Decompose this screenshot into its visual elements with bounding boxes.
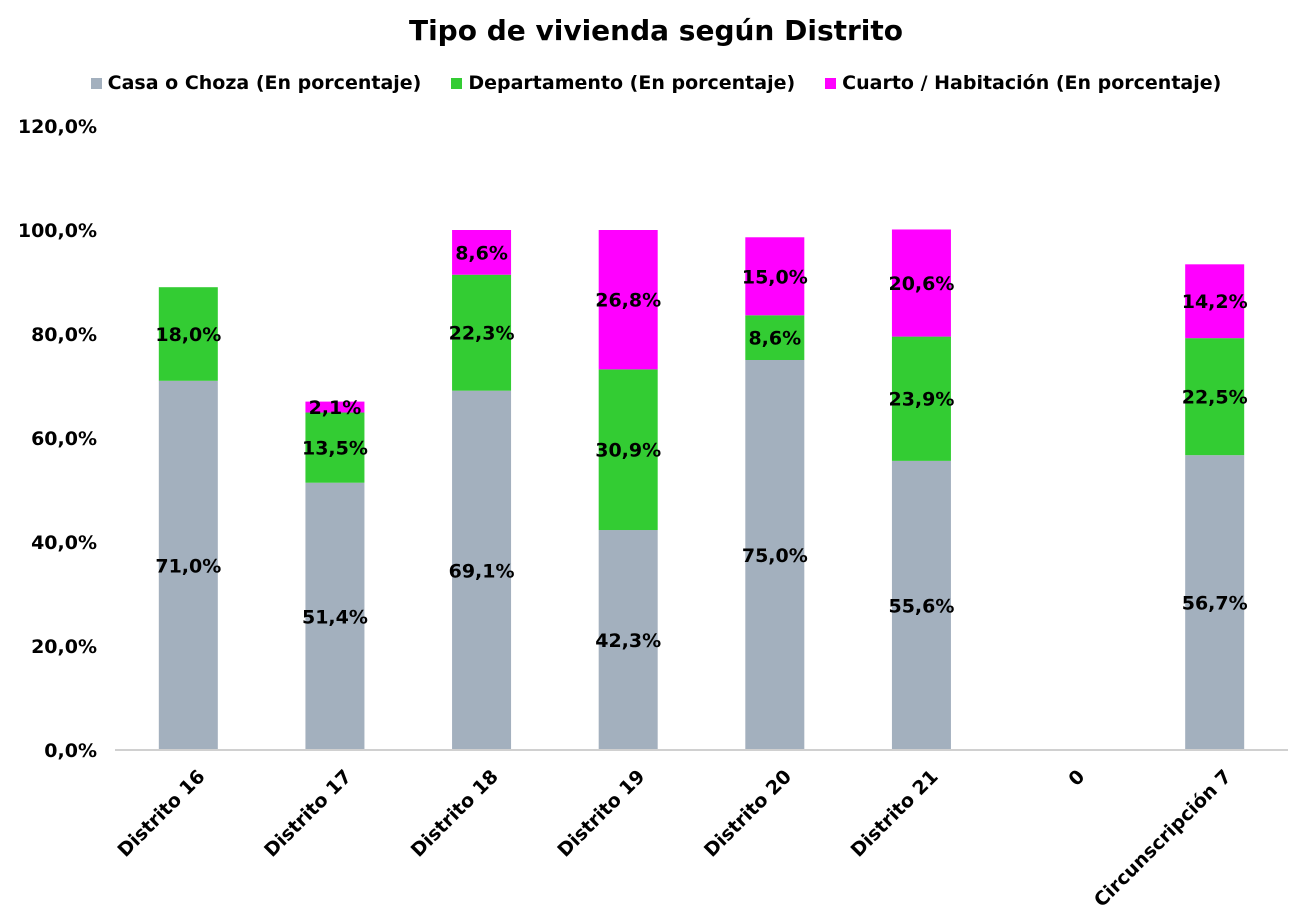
bar-segment (1185, 455, 1245, 750)
x-tick-label: Circunscripción 7 (1090, 766, 1236, 912)
x-tick-label: Distrito 19 (553, 766, 649, 862)
bar-segment (452, 390, 512, 750)
bar-segment (305, 412, 365, 483)
chart-title: Tipo de vivienda según Distrito (408, 14, 904, 47)
bar-segment (1185, 338, 1245, 456)
x-tick-label: 0 (1064, 766, 1089, 791)
data-label: 2,1% (309, 397, 362, 419)
data-label: 18,0% (155, 324, 221, 346)
bar-segment (158, 380, 218, 750)
bar-segment (891, 336, 951, 461)
data-label: 8,6% (455, 242, 508, 264)
bar-segment (745, 237, 805, 316)
data-label: 51,4% (302, 606, 368, 628)
x-tick-label: Distrito 16 (113, 766, 209, 862)
bar-segment (158, 287, 218, 381)
data-label: 22,5% (1182, 387, 1248, 409)
bar-segment (891, 229, 951, 337)
legend-swatch-cuarto (825, 77, 837, 89)
y-tick-label: 120,0% (18, 116, 97, 138)
data-label: 42,3% (595, 630, 661, 652)
x-tick-label: Distrito 21 (847, 766, 943, 862)
data-label: 55,6% (888, 595, 954, 617)
legend-item-departamento: Departamento (En porcentaje) (451, 72, 795, 94)
bar-segment (1185, 264, 1245, 339)
y-tick-label: 40,0% (31, 532, 97, 554)
bar-segment (452, 274, 512, 391)
data-label: 8,6% (748, 328, 801, 350)
legend-swatch-casa (90, 77, 102, 89)
data-label: 22,3% (449, 323, 515, 345)
x-tick-label: Distrito 18 (407, 766, 503, 862)
bar-segment (891, 460, 951, 750)
y-tick-label: 0,0% (44, 740, 97, 762)
data-label: 75,0% (742, 545, 808, 567)
bar-segment (745, 360, 805, 750)
data-label: 30,9% (595, 440, 661, 462)
legend-label-casa: Casa o Choza (En porcentaje) (107, 72, 422, 94)
data-label: 56,7% (1182, 593, 1248, 615)
data-label: 23,9% (888, 389, 954, 411)
data-label: 20,6% (888, 273, 954, 295)
legend-item-casa: Casa o Choza (En porcentaje) (90, 72, 422, 94)
bar-segment (598, 230, 658, 370)
legend-item-cuarto: Cuarto / Habitación (En porcentaje) (825, 72, 1221, 94)
legend-swatch-departamento (451, 77, 463, 89)
bar-segment (305, 401, 365, 413)
y-tick-label: 60,0% (31, 428, 97, 450)
data-label: 15,0% (742, 266, 808, 288)
bar-segment (598, 369, 658, 531)
y-tick-label: 100,0% (18, 220, 97, 242)
bar-segment (598, 530, 658, 750)
data-label: 14,2% (1182, 291, 1248, 313)
x-tick-label: Distrito 17 (260, 766, 356, 862)
bar-segment (305, 482, 365, 750)
x-tick-label: Distrito 20 (700, 766, 796, 862)
legend-label-departamento: Departamento (En porcentaje) (468, 72, 796, 94)
data-label: 71,0% (155, 555, 221, 577)
y-tick-label: 80,0% (31, 324, 97, 346)
data-label: 13,5% (302, 438, 368, 460)
legend: Casa o Choza (En porcentaje) Departament… (0, 72, 1312, 94)
data-label: 26,8% (595, 290, 661, 312)
y-tick-label: 20,0% (31, 636, 97, 658)
data-label: 69,1% (449, 560, 515, 582)
bar-segment (452, 230, 512, 275)
legend-label-cuarto: Cuarto / Habitación (En porcentaje) (842, 72, 1222, 94)
bar-segment (745, 315, 805, 360)
